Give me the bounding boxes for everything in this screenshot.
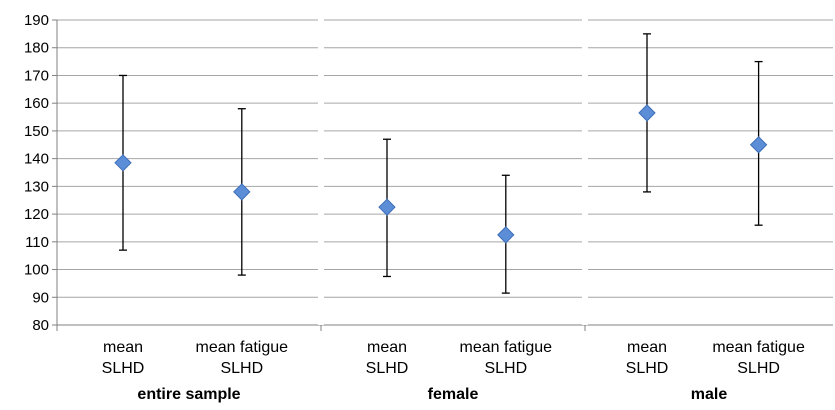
category-label-line2: SLHD: [102, 360, 145, 377]
y-tick-label: 110: [25, 234, 49, 251]
y-tick-label: 180: [24, 40, 49, 57]
y-tick-label: 120: [24, 206, 49, 223]
category-label-line1: mean: [367, 339, 407, 356]
y-tick-label: 140: [24, 151, 49, 168]
y-tick-label: 130: [24, 178, 49, 195]
y-tick-label: 80: [32, 317, 49, 334]
category-label-line2: SLHD: [484, 360, 527, 377]
data-point-marker: [638, 104, 656, 122]
category-label-line2: SLHD: [626, 360, 669, 377]
category-label-line1: mean: [627, 339, 667, 356]
category-label-line1: mean fatigue: [712, 339, 805, 356]
y-tick-label: 150: [24, 123, 49, 140]
data-point-marker: [497, 226, 515, 244]
category-label-line2: SLHD: [366, 360, 409, 377]
group-label: male: [691, 386, 728, 403]
data-point-marker: [378, 198, 396, 216]
y-tick-label: 160: [24, 95, 49, 112]
group-label: entire sample: [137, 386, 240, 403]
category-label-line1: mean fatigue: [196, 339, 289, 356]
category-label-line1: mean fatigue: [460, 339, 553, 356]
y-tick-label: 90: [32, 289, 49, 306]
data-point-marker: [233, 183, 251, 201]
group-label: female: [428, 386, 479, 403]
y-tick-label: 100: [24, 262, 49, 279]
category-label-line1: mean: [103, 339, 143, 356]
data-point-marker: [114, 154, 132, 172]
category-label-line2: SLHD: [737, 360, 780, 377]
data-point-marker: [749, 136, 768, 154]
category-label-line2: SLHD: [220, 360, 263, 377]
y-tick-label: 190: [24, 12, 49, 29]
y-tick-label: 170: [24, 67, 49, 84]
